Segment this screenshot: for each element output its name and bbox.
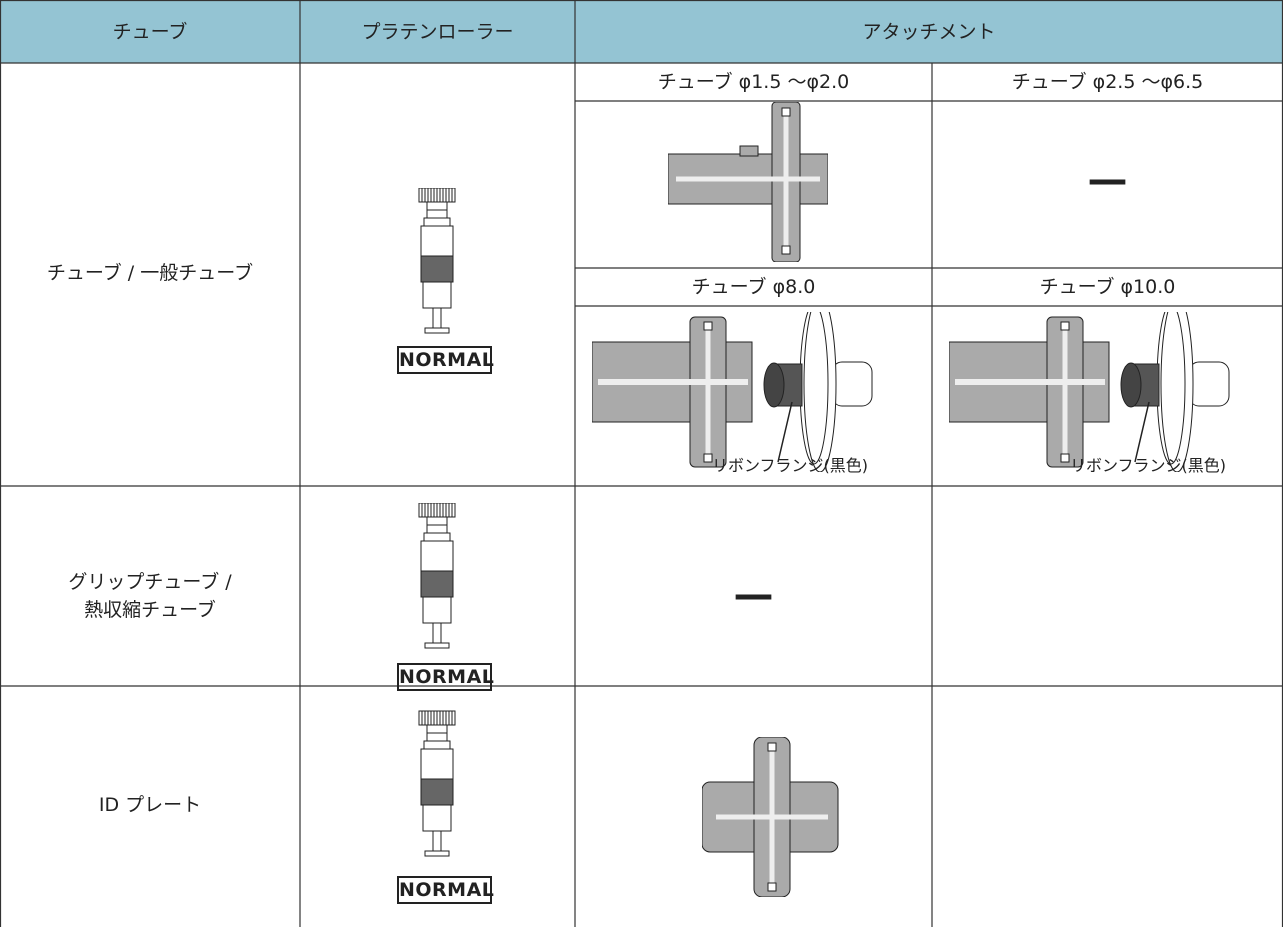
none-mark: — <box>733 572 774 618</box>
attachment-label: チューブ φ10.0 <box>1039 276 1176 298</box>
header-cell: アタッチメント <box>862 21 996 43</box>
tube-type: グリップチューブ / <box>68 571 232 593</box>
tube-type: チューブ / 一般チューブ <box>46 262 254 284</box>
roller-image <box>418 710 456 857</box>
roller-label: NORMAL <box>397 876 494 904</box>
none-mark: — <box>1087 157 1128 203</box>
attachment-label: チューブ φ1.5 ～φ2.0 <box>657 71 850 93</box>
tube-type: 熱収縮チューブ <box>84 599 216 621</box>
attachment-image <box>949 296 1229 472</box>
attachment-label: チューブ φ8.0 <box>691 276 816 298</box>
roller-image <box>418 503 456 649</box>
tube-type: ID プレート <box>98 794 202 816</box>
attachment-image <box>592 296 872 472</box>
header-bg <box>0 0 1283 63</box>
roller-image <box>418 188 456 334</box>
header-cell: チューブ <box>112 21 188 43</box>
callout: リボンフランジ(黒色) <box>712 456 869 475</box>
attachment-label: チューブ φ2.5 ～φ6.5 <box>1011 71 1204 93</box>
attachment-image <box>668 102 828 262</box>
callout: リボンフランジ(黒色) <box>1070 456 1227 475</box>
roller-label: NORMAL <box>397 346 494 374</box>
roller-label: NORMAL <box>397 663 494 691</box>
attachment-image <box>702 737 838 897</box>
header-cell: プラテンローラー <box>361 21 514 43</box>
